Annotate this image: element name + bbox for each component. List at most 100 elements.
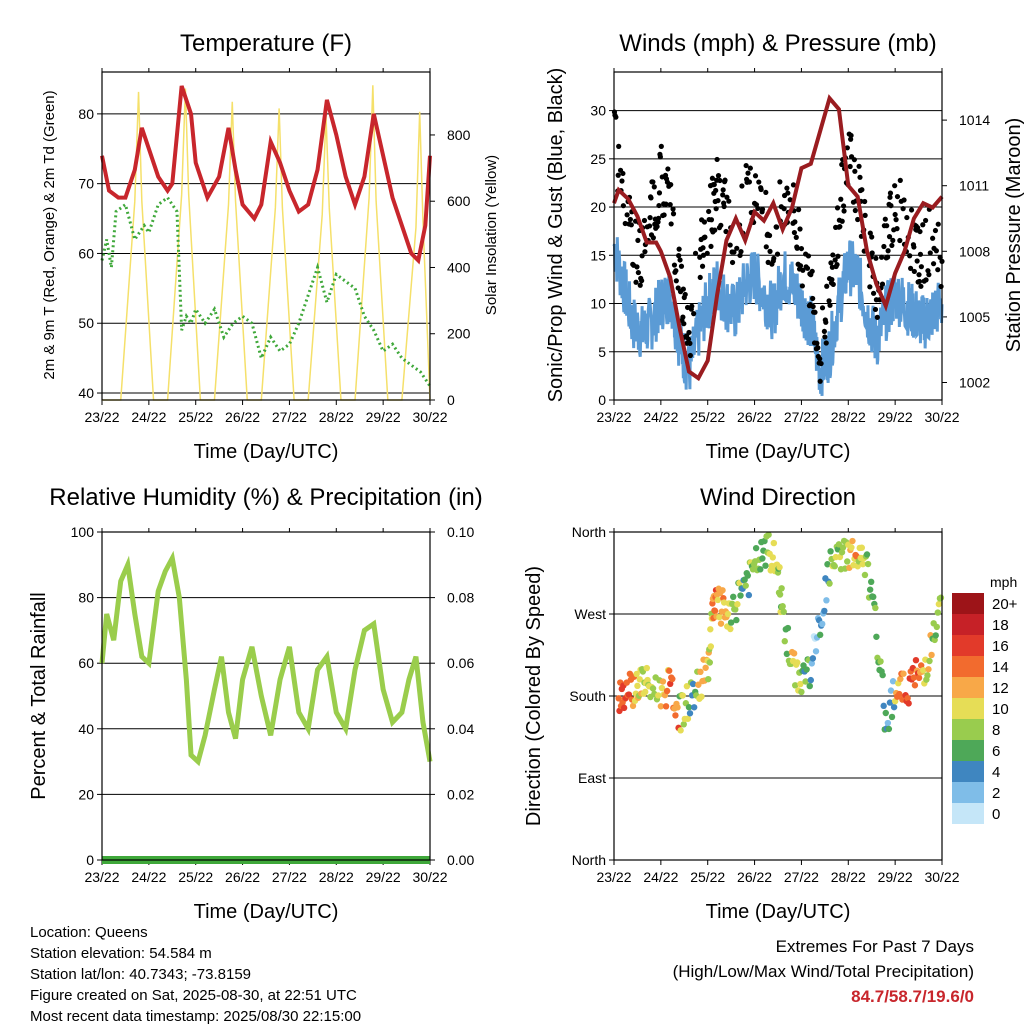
gust-point [700,245,706,251]
gust-point [882,216,888,222]
gust-point [834,262,840,268]
gust-point [784,185,790,191]
gust-point [680,286,686,292]
y2-tick-label: 1011 [959,178,989,194]
direction-point [905,700,912,707]
gust-point [731,249,737,255]
direction-point [794,659,801,666]
elevation-text: Station elevation: 54.584 m [30,945,212,962]
direction-point [780,608,787,616]
gust-point [745,170,751,176]
gust-point [810,303,816,310]
gust-point [721,203,727,210]
gust-point [787,197,793,203]
gust-point [920,222,926,228]
y2-tick-label: 0.08 [447,590,474,606]
gust-point [771,255,777,261]
direction-point [859,560,867,568]
plot-frame [613,71,943,401]
y-tick-label: East [578,770,606,786]
gust-point [911,244,917,250]
wind-direction-title: Wind Direction [700,484,856,511]
gust-point [763,244,769,250]
gust-point [917,251,924,257]
gust-point [615,172,621,178]
gust-point [697,274,703,281]
gust-point [879,281,886,287]
legend-swatch [952,803,984,824]
direction-point [836,553,844,561]
y-tick-label: 70 [78,176,94,192]
winds-title: Winds (mph) & Pressure (mb) [619,30,936,57]
gust-point [841,203,847,209]
gust-point [915,225,921,231]
gust-point [823,319,829,325]
y2-tick-label: 0.00 [447,852,474,868]
recent-text: Most recent data timestamp: 2025/08/30 2… [30,1008,362,1025]
gust-point [892,211,898,218]
direction-point [779,603,786,610]
gust-point [718,222,724,228]
direction-point [935,600,943,608]
gust-point [670,211,677,217]
gust-point [925,268,931,274]
x-tick-label: 28/22 [831,409,866,425]
temperature-ylabel-right: Solar Insolation (Yellow) [483,155,500,315]
x-tick-label: 25/22 [690,869,725,885]
legend-swatch [952,782,984,803]
direction-point [797,680,804,688]
direction-point [831,563,838,570]
legend-swatch [952,614,984,635]
legend-label: 10 [992,701,1009,718]
gust-point [642,249,648,255]
direction-point [824,561,831,568]
gust-point [867,230,873,236]
x-tick-label: 27/22 [784,869,819,885]
y2-tick-label: 800 [447,127,471,143]
direction-point [798,688,805,696]
gust-point [805,253,812,259]
direction-point [714,596,722,604]
direction-point [928,651,935,659]
y-tick-label: 20 [590,199,606,215]
y2-tick-label: 0.02 [447,786,474,802]
x-tick-label: 28/22 [319,409,354,425]
gust-point [680,314,686,320]
humidity-panel: Relative Humidity (%) & Precipitation (i… [28,484,483,923]
gust-point [926,272,932,278]
gust-point [650,179,656,185]
location-text: Location: Queens [30,924,148,941]
gust-point [682,291,688,298]
legend-label: 6 [992,743,1000,760]
gust-point [708,243,714,250]
direction-point [672,712,679,719]
gust-point [897,177,903,183]
gust-point [620,170,626,177]
gust-point [681,321,687,327]
direction-point [737,592,744,599]
x-tick-label: 24/22 [643,869,678,885]
gust-point [878,254,885,260]
gust-point [746,179,753,185]
gust-point [704,250,710,256]
gust-point [712,227,718,233]
direction-point [728,600,736,608]
y2-tick-label: 600 [447,193,471,209]
gust-point [908,207,915,213]
x-tick-label: 30/22 [412,869,447,885]
direction-point [719,587,726,594]
direction-point [910,674,918,681]
gust-point [834,205,841,211]
direction-point [643,664,650,672]
gust-point [830,281,836,287]
legend-swatch [952,635,984,656]
gust-point [743,162,749,169]
legend-label: 12 [992,680,1009,697]
gust-point [711,181,717,188]
y-tick-label: 50 [78,315,94,331]
gust-point [824,283,830,289]
legend-swatch [952,719,984,740]
gust-point [689,303,695,309]
gust-point [832,257,838,263]
gust-point [715,197,721,204]
